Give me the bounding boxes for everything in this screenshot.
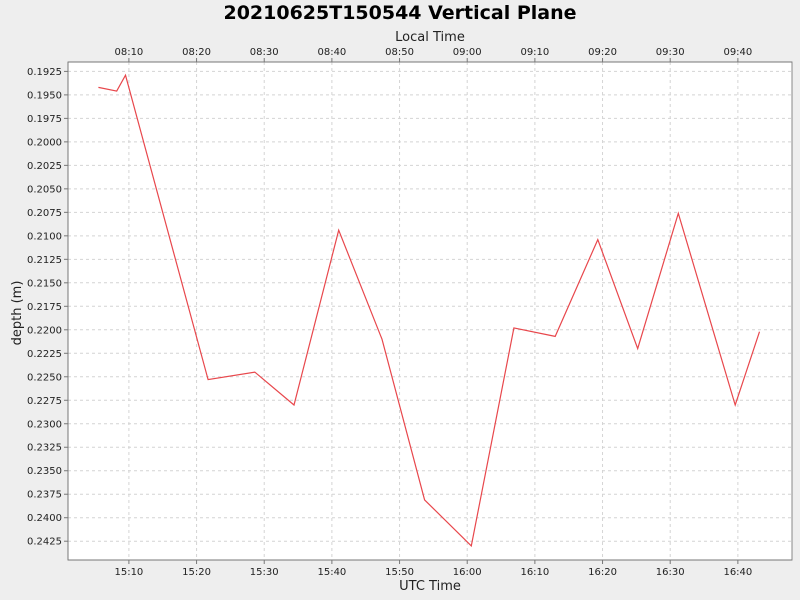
depth-series-line: [98, 73, 761, 548]
grid: [68, 62, 792, 560]
y-tick-label: 0.2350: [27, 466, 62, 477]
y-tick-label: 0.2250: [27, 372, 62, 383]
y-tick-label: 0.2150: [27, 278, 62, 289]
x-tick-label-local: 08:50: [385, 47, 414, 58]
x-axis-title: UTC Time: [399, 579, 461, 594]
y-tick-label: 0.2175: [27, 302, 62, 313]
plot-area: [67, 61, 793, 561]
x-tick-label-utc: 15:50: [385, 567, 414, 578]
y-tick-label: 0.2100: [27, 231, 62, 242]
chart-title: 20210625T150544 Vertical Plane: [223, 2, 576, 24]
x-tick-label-local: 09:40: [723, 47, 752, 58]
y-tick-label: 0.2050: [27, 184, 62, 195]
x-tick-label-local: 08:10: [114, 47, 143, 58]
x-tick-label-utc: 16:10: [520, 567, 549, 578]
x-tick-label-local: 09:20: [588, 47, 617, 58]
y-tick-label: 0.2400: [27, 513, 62, 524]
axes: 0.1925 0.1950 0.1975 0.2000 0.2025 0.2050 0.20…: [27, 47, 792, 578]
y-tick-label: 0.2125: [27, 255, 62, 266]
y-tick-label: 0.1925: [27, 67, 62, 78]
x-tick-label-utc: 16:20: [588, 567, 617, 578]
y-tick-label: 0.2075: [27, 208, 62, 219]
y-tick-label: 0.2375: [27, 490, 62, 501]
y-tick-label: 0.1975: [27, 114, 62, 125]
y-tick-label: 0.2325: [27, 443, 62, 454]
y-tick-label: 0.2000: [27, 137, 62, 148]
x-tick-label-utc: 16:30: [656, 567, 685, 578]
x-tick-label-utc: 15:20: [182, 567, 211, 578]
x-tick-label-utc: 15:30: [250, 567, 279, 578]
x-tick-label-local: 09:00: [453, 47, 482, 58]
x-tick-label-local: 08:20: [182, 47, 211, 58]
x-tick-label-utc: 16:40: [723, 567, 752, 578]
x-tick-label-utc: 15:10: [114, 567, 143, 578]
y-tick-label: 0.2225: [27, 349, 62, 360]
x-tick-label-local: 08:40: [317, 47, 346, 58]
x-tick-label-utc: 16:00: [453, 567, 482, 578]
y-tick-label: 0.2025: [27, 161, 62, 172]
y-axis-title: depth (m): [10, 281, 25, 346]
x-tick-label-local: 09:10: [520, 47, 549, 58]
y-tick-label: 0.2200: [27, 325, 62, 336]
y-tick-label: 0.2275: [27, 396, 62, 407]
y-tick-label: 0.2425: [27, 537, 62, 548]
y-tick-label: 0.2300: [27, 419, 62, 430]
top-axis-title: Local Time: [395, 30, 465, 45]
x-tick-label-local: 08:30: [250, 47, 279, 58]
x-tick-label-local: 09:30: [656, 47, 685, 58]
x-tick-label-utc: 15:40: [317, 567, 346, 578]
series-layer: [98, 73, 761, 548]
y-tick-label: 0.1950: [27, 90, 62, 101]
